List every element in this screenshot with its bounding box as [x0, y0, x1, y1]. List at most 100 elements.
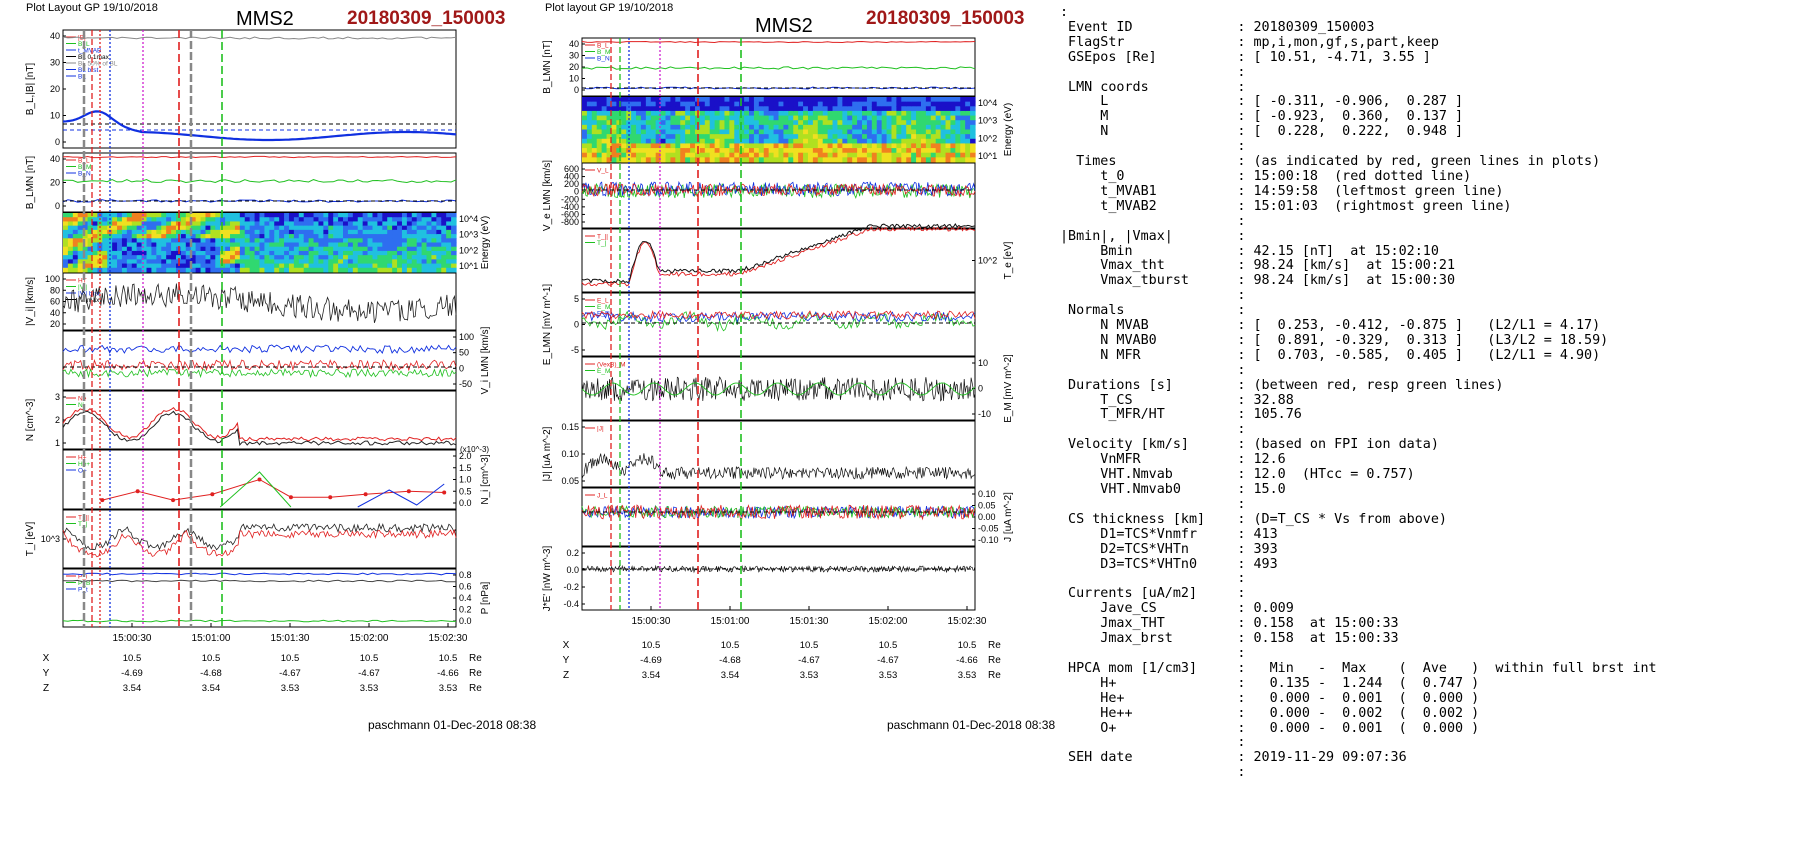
spectrogram-cell: [318, 263, 324, 269]
spectrogram-cell: [896, 115, 902, 121]
spectrogram-cell: [308, 255, 315, 260]
spectrogram-cell: [866, 120, 873, 126]
spectrogram-cell: [225, 263, 231, 269]
spectrogram-cell: [783, 97, 789, 103]
series-line: [62, 410, 457, 447]
spectrogram-cell: [77, 229, 84, 235]
spectrogram-cell: [82, 234, 89, 239]
spectrogram-cell: [758, 106, 765, 112]
spectrogram-cell: [426, 217, 433, 223]
spectrogram-cell: [704, 152, 711, 158]
spectrogram-cell: [151, 225, 157, 231]
spectrogram-cell: [112, 255, 118, 260]
spectrogram-cell: [876, 152, 883, 158]
spectrogram-cell: [857, 152, 863, 158]
spectrogram-cell: [166, 259, 172, 265]
spectrogram-cell: [357, 242, 364, 248]
y-tick-label: -10: [978, 409, 991, 419]
orbit-unit: Re: [988, 640, 1001, 651]
orbit-value: 3.54: [721, 670, 740, 681]
spectrogram-cell: [960, 157, 966, 163]
spectrogram-cell: [793, 143, 799, 149]
spectrogram-cell: [606, 101, 613, 107]
spectrogram-cell: [645, 152, 652, 158]
spectrogram-cell: [699, 129, 706, 135]
spectrogram-cell: [601, 134, 608, 140]
spectrogram-cell: [862, 106, 868, 112]
spectrogram-cell: [166, 238, 172, 244]
middle-footer: paschmann 01-Dec-2018 08:38: [887, 718, 1056, 732]
spectrogram-cell: [244, 259, 251, 265]
spectrogram-cell: [421, 221, 428, 227]
spectrogram-cell: [303, 263, 310, 269]
spectrogram-cell: [690, 152, 696, 158]
spectrogram-cell: [333, 229, 339, 235]
spectrogram-cell: [660, 120, 667, 126]
spectrogram-cell: [343, 234, 349, 239]
spectrogram-cell: [680, 138, 686, 145]
spectrogram-cell: [92, 246, 98, 252]
spectrogram-cell: [205, 217, 211, 223]
spectrogram-cell: [920, 101, 927, 107]
spectrogram-cell: [234, 250, 241, 256]
spectrogram-cell: [372, 242, 378, 248]
spectrogram-cell: [446, 267, 452, 273]
legend-entry: H+: [78, 455, 87, 462]
spectrogram-cell: [631, 143, 637, 149]
legend-entry: Ne: [78, 396, 87, 403]
spectrogram-cell: [852, 148, 858, 154]
legend-entry: B_L: [78, 158, 90, 165]
spectrogram-cell: [744, 138, 750, 145]
spectrogram-cell: [77, 242, 84, 248]
spectrogram-cell: [807, 101, 814, 107]
spectrogram-cell: [631, 97, 637, 103]
spectrogram-cell: [817, 106, 824, 112]
spectrogram-cell: [377, 221, 383, 227]
y-tick-label: 0.0: [566, 565, 579, 575]
spectrogram-cell: [387, 267, 393, 273]
spectrogram-cell: [195, 242, 202, 248]
spectrogram-cell: [343, 250, 349, 256]
spectrogram-cell: [274, 246, 280, 252]
y-tick-label: 0: [55, 137, 60, 147]
spectrogram-cell: [955, 110, 961, 117]
spectrogram-cell: [616, 157, 622, 163]
spectrogram-cell: [699, 124, 706, 131]
y-tick-label: 0.6: [459, 582, 472, 592]
spectrogram-cell: [925, 134, 932, 140]
spectrogram-cell: [778, 120, 785, 126]
spectrogram-cell: [665, 97, 672, 103]
spectrogram-cell: [318, 255, 324, 260]
spectrogram-cell: [881, 120, 888, 126]
spectrogram-cell: [670, 101, 676, 107]
spectrogram-cell: [136, 229, 143, 235]
series-line: [581, 223, 976, 284]
spectrogram-cell: [303, 217, 310, 223]
spectrogram-cell: [640, 129, 647, 135]
spectrogram-cell: [421, 255, 428, 260]
orbit-unit: Re: [469, 668, 482, 679]
spectrogram-cell: [857, 148, 863, 154]
spectrogram-cell: [714, 157, 721, 163]
spectrogram-cell: [925, 152, 932, 158]
spectrogram-cell: [279, 263, 285, 269]
spectrogram-cell: [778, 138, 785, 145]
spectrogram-cell: [288, 221, 295, 227]
spectrogram-cell: [950, 97, 956, 103]
spectrogram-cell: [842, 106, 848, 112]
spectrogram-cell: [690, 124, 696, 131]
spectrogram-cell: [171, 229, 177, 235]
spectrogram-cell: [421, 213, 428, 218]
spectrogram-cell: [636, 120, 642, 126]
legend-entry: E_M: [597, 368, 610, 375]
spectrogram-cell: [916, 143, 922, 149]
spectrogram-cell: [102, 225, 108, 231]
spectrogram-cell: [308, 221, 315, 227]
spectrogram-cell: [699, 115, 706, 121]
spectrogram-cell: [749, 134, 755, 140]
spectrogram-cell: [401, 213, 408, 218]
spectrogram-cell: [837, 157, 843, 163]
y-tick-label: 0: [55, 201, 60, 211]
spectrogram-cell: [264, 255, 270, 260]
spectrogram-cell: [67, 229, 74, 235]
